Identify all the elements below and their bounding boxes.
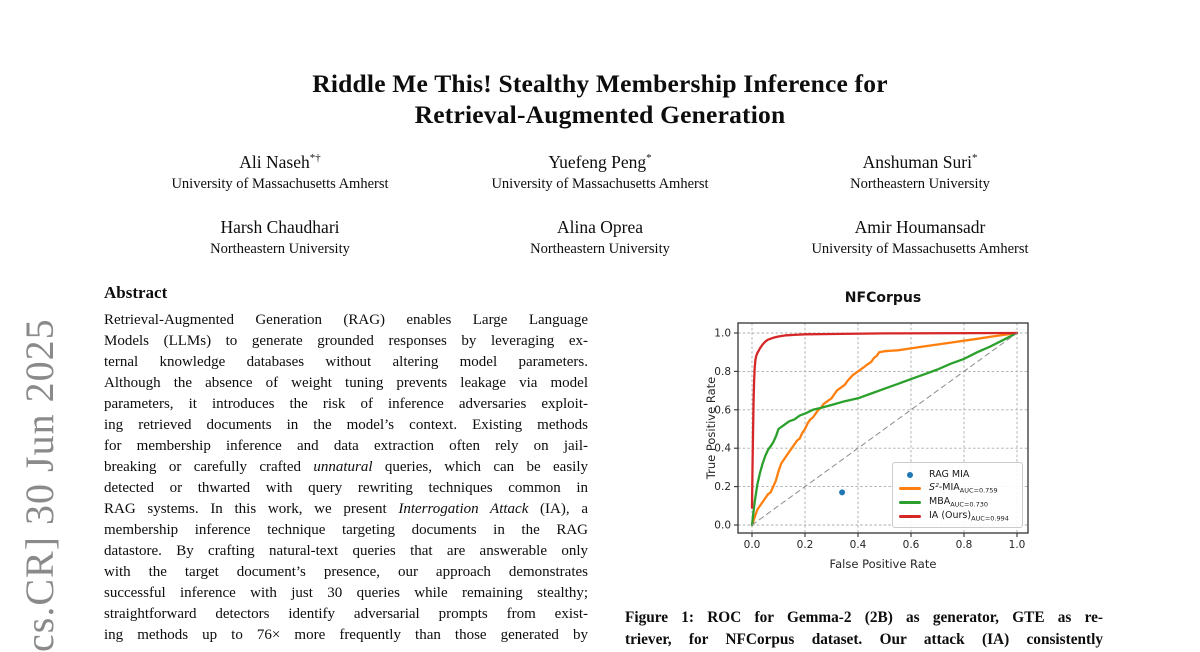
legend-line-marker [899, 501, 921, 504]
svg-text:NFCorpus: NFCorpus [845, 290, 921, 306]
author-affiliation: University of Massachusetts Amherst [811, 241, 1029, 257]
abstract-line: detected or thwarted with query rewritin… [104, 480, 588, 496]
legend-label: RAG MIA [929, 469, 970, 480]
legend-line-marker [899, 515, 921, 518]
svg-text:0.8: 0.8 [956, 539, 973, 551]
legend-line-marker [899, 487, 921, 490]
author-affiliation: University of Massachusetts Amherst [171, 176, 389, 192]
figure-caption-line1: Figure 1: ROC for Gemma-2 (2B) as genera… [625, 609, 1103, 626]
author-affiliation: Northeastern University [530, 241, 670, 257]
svg-text:0.8: 0.8 [714, 366, 731, 378]
legend-label: S²-MIAAUC=0.759 [929, 482, 998, 495]
author-name: Ali Naseh*† [239, 152, 321, 172]
chart-legend: RAG MIA S²-MIAAUC=0.759 MBAAUC=0.730 IA (Ou… [892, 462, 1023, 528]
legend-label: IA (Ours)AUC=0.994 [929, 510, 1009, 523]
abstract-text: Retrieval-Augmented Generation (RAG) ena… [104, 310, 588, 646]
svg-text:0.0: 0.0 [744, 539, 761, 551]
figure-caption-line2: triever, for NFCorpus dataset. Our attac… [625, 630, 1103, 648]
abstract-line: straightforward detectors identify adver… [104, 606, 588, 622]
paper-title: Riddle Me This! Stealthy Membership Infe… [0, 69, 1200, 130]
paper-title-line2: Retrieval-Augmented Generation [414, 99, 786, 129]
author-affiliation: Northeastern University [210, 241, 350, 257]
legend-dot-marker [907, 471, 913, 478]
author-marks: * [971, 152, 978, 165]
paper-title-line1: Riddle Me This! Stealthy Membership Infe… [312, 69, 888, 99]
roc-chart: 0.0 0.2 0.4 0.6 0.8 1.0 0.0 0.2 0.4 0.6 0.8 1.0 NFCo… [625, 280, 1103, 580]
authors-block: Ali Naseh*† University of Massachusetts … [120, 152, 1080, 258]
author-marks: * [646, 152, 652, 165]
abstract-line: Although the absence of weight tuning pr… [104, 375, 588, 391]
abstract-line: Retrieval-Augmented Generation (RAG) ena… [104, 312, 588, 328]
author-name: Harsh Chaudhari [220, 217, 340, 237]
left-column: Abstract Retrieval-Augmented Generation … [104, 283, 588, 646]
legend-item: MBAAUC=0.730 [896, 496, 1017, 509]
svg-text:1.0: 1.0 [714, 328, 731, 340]
svg-text:0.6: 0.6 [903, 539, 920, 551]
svg-text:0.4: 0.4 [714, 443, 731, 455]
svg-text:0.0: 0.0 [714, 520, 731, 532]
author-affiliation: Northeastern University [850, 176, 990, 192]
svg-text:False Positive Rate: False Positive Rate [830, 557, 937, 571]
author-anshuman-suri: Anshuman Suri* Northeastern University [760, 152, 1080, 193]
abstract-line: ing retrieved documents in the model’s c… [104, 417, 588, 433]
legend-item: IA (Ours)AUC=0.994 [896, 510, 1017, 523]
abstract-line: datastore. By crafting natural-text quer… [104, 543, 588, 559]
arxiv-stamp: cs.CR] 30 Jun 2025 [17, 318, 62, 652]
abstract-line: successful inference with just 30 querie… [104, 585, 588, 601]
figure-caption: Figure 1: ROC for Gemma-2 (2B) as genera… [625, 607, 1103, 650]
abstract-line: for membership inference and data extrac… [104, 438, 588, 454]
right-column: 0.0 0.2 0.4 0.6 0.8 1.0 0.0 0.2 0.4 0.6 0.8 1.0 NFCo… [625, 280, 1103, 650]
legend-item: S²-MIAAUC=0.759 [896, 482, 1017, 495]
abstract-line: breaking or carefully crafted unnatural … [104, 459, 588, 475]
abstract-line: parameters, it introduces the risk of in… [104, 396, 588, 412]
author-name: Amir Houmansadr [854, 217, 986, 237]
abstract-line: RAG systems. In this work, we present In… [104, 501, 588, 517]
abstract-line: Models (LLMs) to generate grounded respo… [104, 333, 588, 349]
legend-item: RAG MIA [896, 468, 1017, 481]
svg-text:1.0: 1.0 [1009, 539, 1026, 551]
abstract-line: ternal knowledge databases without alter… [104, 354, 588, 370]
author-affiliation: University of Massachusetts Amherst [491, 176, 709, 192]
author-name: Yuefeng Peng* [548, 152, 652, 172]
abstract-line: membership inference technique targeting… [104, 522, 588, 538]
svg-text:0.4: 0.4 [850, 539, 867, 551]
author-name: Alina Oprea [556, 217, 643, 237]
legend-label: MBAAUC=0.730 [929, 496, 989, 509]
svg-text:True Positive Rate: True Positive Rate [704, 377, 718, 480]
svg-text:0.2: 0.2 [714, 481, 731, 493]
abstract-heading: Abstract [104, 283, 168, 302]
svg-text:0.2: 0.2 [797, 539, 814, 551]
abstract-line: ing methods up to 76× more frequently th… [104, 627, 588, 643]
author-marks: *† [309, 152, 321, 165]
author-yuefeng-peng: Yuefeng Peng* University of Massachusett… [440, 152, 760, 193]
svg-text:0.6: 0.6 [714, 404, 731, 416]
roc-chart-plot: 0.0 0.2 0.4 0.6 0.8 1.0 0.0 0.2 0.4 0.6 0.8 1.0 NFCo… [625, 280, 1103, 585]
author-harsh-chaudhari: Harsh Chaudhari Northeastern University [120, 217, 440, 258]
author-name: Anshuman Suri* [862, 152, 978, 172]
author-amir-houmansadr: Amir Houmansadr University of Massachuse… [760, 217, 1080, 258]
abstract-line: with the target document’s presence, our… [104, 564, 588, 580]
author-ali-naseh: Ali Naseh*† University of Massachusetts … [120, 152, 440, 193]
author-alina-oprea: Alina Oprea Northeastern University [440, 217, 760, 258]
